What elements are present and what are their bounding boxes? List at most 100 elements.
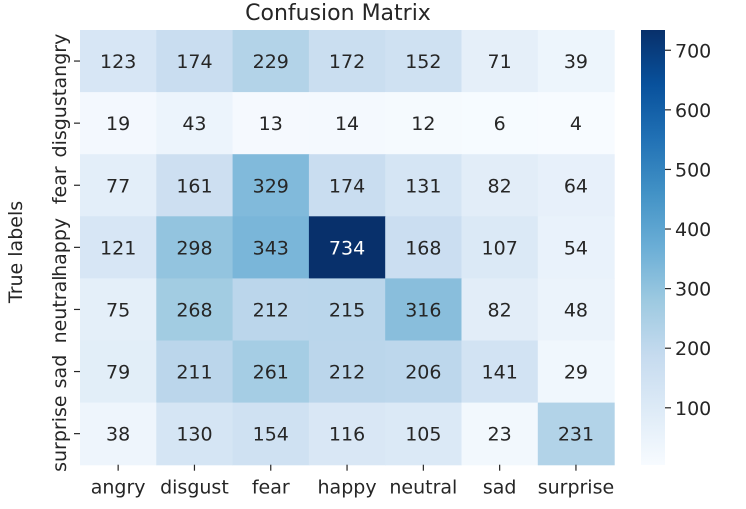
cell-value-label: 23 — [488, 424, 512, 446]
heatmap-cell — [537, 340, 615, 404]
heatmap-cell — [537, 278, 615, 342]
cell-value-label: 82 — [488, 299, 512, 321]
y-tick-label: surprise — [49, 395, 71, 472]
heatmap-cell — [80, 154, 157, 217]
cell-value-label: 734 — [329, 237, 365, 259]
colorbar-tick-label: 500 — [675, 159, 711, 181]
colorbar-tick-label: 300 — [675, 279, 711, 301]
x-tick-label: disgust — [160, 477, 229, 499]
heatmap-cell — [232, 278, 310, 342]
cell-value-label: 64 — [564, 175, 588, 197]
colorbar-tick-label: 600 — [675, 100, 711, 122]
cell-value-label: 215 — [329, 299, 365, 321]
heatmap-cell — [80, 30, 157, 93]
heatmap-cell — [156, 154, 234, 217]
heatmap-cell — [232, 92, 310, 155]
heatmap-cell — [461, 92, 539, 155]
heatmap-cell — [385, 402, 463, 466]
heatmap-cell — [385, 216, 463, 279]
heatmap-cell — [80, 402, 157, 466]
x-tick-label: sad — [483, 477, 517, 499]
heatmap-cell — [385, 30, 463, 93]
colorbar — [641, 30, 665, 465]
heatmap-cell — [461, 340, 539, 404]
cell-value-label: 152 — [405, 51, 441, 73]
cell-value-label: 12 — [411, 113, 435, 135]
colorbar-tick-label: 100 — [675, 398, 711, 420]
cell-value-label: 105 — [405, 424, 441, 446]
cell-value-label: 343 — [253, 237, 289, 259]
heatmap-cell — [80, 92, 157, 155]
y-tick-label: happy — [49, 218, 71, 277]
x-axis: angry disgust fear happy neutral sad surprise — [91, 464, 615, 499]
heatmap-cell — [385, 278, 463, 342]
heatmap-cell — [461, 402, 539, 466]
heatmap-cell — [308, 340, 386, 404]
cell-value-label: 261 — [253, 362, 289, 384]
cell-value-label: 168 — [405, 237, 441, 259]
cell-value-label: 174 — [329, 175, 365, 197]
cell-value-label: 329 — [253, 175, 289, 197]
cell-value-label: 172 — [329, 51, 365, 73]
y-axis-label: True labels — [5, 201, 27, 304]
heatmap-cell — [80, 278, 157, 342]
heatmap-cell — [232, 340, 310, 404]
cell-value-label: 212 — [329, 362, 365, 384]
cell-value-label: 316 — [405, 299, 441, 321]
heatmap-cell — [232, 402, 310, 466]
cell-value-label: 161 — [176, 175, 212, 197]
cell-value-label: 77 — [106, 175, 130, 197]
heatmap-cell — [461, 154, 539, 217]
cell-value-label: 154 — [253, 424, 289, 446]
cell-value-label: 19 — [106, 113, 130, 135]
colorbar-tick-label: 400 — [675, 219, 711, 241]
heatmap-cell — [461, 216, 539, 279]
heatmap-cell — [461, 278, 539, 342]
heatmap-cell — [308, 402, 386, 466]
x-tick-label: fear — [252, 477, 290, 499]
cell-value-label: 54 — [564, 237, 588, 259]
cell-value-label: 14 — [335, 113, 359, 135]
cell-value-label: 211 — [176, 362, 212, 384]
cell-value-label: 298 — [176, 237, 212, 259]
heatmap-cell — [385, 92, 463, 155]
heatmap-cell — [156, 216, 234, 279]
heatmap-cell — [232, 30, 310, 93]
cell-value-label: 212 — [253, 299, 289, 321]
cell-value-label: 82 — [488, 175, 512, 197]
heatmap-cell — [537, 30, 615, 93]
cell-value-label: 141 — [482, 362, 518, 384]
cell-value-label: 71 — [488, 51, 512, 73]
heatmap-cell — [80, 340, 157, 404]
heatmap-cell — [385, 154, 463, 217]
heatmap-cell — [385, 340, 463, 404]
cell-value-label: 79 — [106, 362, 130, 384]
cell-value-label: 39 — [564, 51, 588, 73]
y-tick-label: sad — [49, 355, 71, 389]
heatmap-cell — [156, 30, 234, 93]
heatmap-cell — [537, 402, 615, 466]
y-tick-label: fear — [49, 166, 71, 204]
heatmap-cell — [537, 154, 615, 217]
heatmap-cell — [308, 30, 386, 93]
cell-value-label: 174 — [176, 51, 212, 73]
cell-value-label: 75 — [106, 299, 130, 321]
heatmap-cell — [537, 216, 615, 279]
heatmap-cell — [308, 278, 386, 342]
heatmap-cell — [80, 216, 157, 279]
heatmap-cell — [232, 154, 310, 217]
cell-value-label: 121 — [100, 237, 136, 259]
cell-value-label: 48 — [564, 299, 588, 321]
cell-value-label: 116 — [329, 424, 365, 446]
x-tick-label: surprise — [538, 477, 615, 499]
cell-value-label: 4 — [570, 113, 582, 135]
heatmap-cell — [537, 92, 615, 155]
cell-value-label: 231 — [558, 424, 594, 446]
colorbar-tick-label: 700 — [675, 40, 711, 62]
heatmap-cell — [156, 92, 234, 155]
cell-value-label: 123 — [100, 51, 136, 73]
y-tick-label: neutral — [49, 275, 71, 343]
colorbar-tick-label: 200 — [675, 338, 711, 360]
